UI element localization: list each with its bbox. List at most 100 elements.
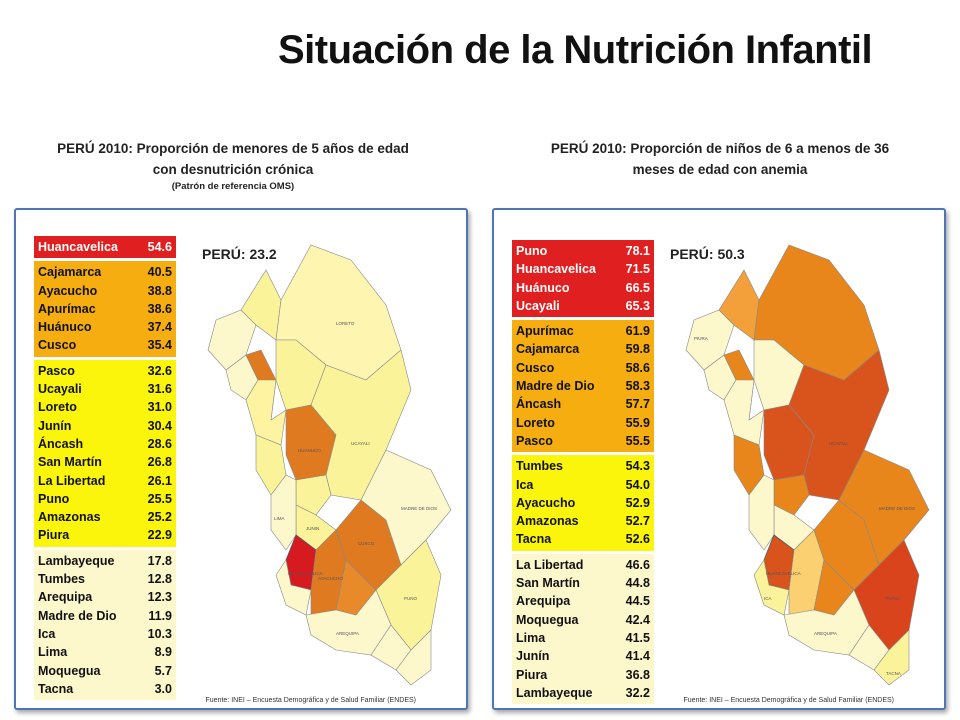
region-name: Pasco (516, 433, 553, 448)
region-value: 44.5 (625, 594, 650, 609)
region-name: Puno (516, 244, 548, 258)
source-note: Fuente: INEI – Encuesta Demográfica y de… (205, 697, 416, 704)
map-label: MADRE DE DIOS (879, 506, 915, 511)
ranking-row: Lima 8.9 (34, 643, 176, 661)
ranking-row: Cajamarca 59.8 (512, 340, 654, 358)
left-heading-text: : Proporción de menores de 5 años de eda… (128, 141, 409, 177)
right-heading: PERÚ 2010: Proporción de niños de 6 a me… (530, 138, 910, 180)
region-value: 31.6 (147, 382, 172, 397)
region-value: 25.5 (147, 491, 172, 506)
region-name: La Libertad (38, 473, 106, 488)
region-name: Ica (38, 626, 56, 641)
region-value: 26.8 (147, 455, 172, 470)
region-name: Huancavelica (516, 262, 596, 277)
region-value: 26.1 (147, 473, 172, 488)
region-value: 46.6 (625, 557, 650, 572)
region-name: Pasco (38, 363, 75, 378)
ranking-row: Tumbes 54.3 (512, 457, 654, 475)
region-name: Lambayeque (516, 685, 593, 700)
region-name: Piura (38, 528, 70, 543)
ranking-row: Moquegua 5.7 (34, 662, 176, 680)
region-value: 35.4 (147, 338, 172, 353)
region-name: Tacna (516, 532, 552, 547)
region-name: Madre de Dio (38, 608, 117, 623)
region-name: Arequipa (38, 590, 93, 605)
ranking-row: Ucayali 65.3 (512, 297, 654, 315)
region-name: La Libertad (516, 557, 584, 572)
region-value: 52.9 (625, 495, 650, 510)
region-value: 32.6 (147, 363, 172, 378)
region-name: Puno (38, 491, 70, 506)
region-value: 54.0 (625, 477, 650, 492)
ranking-group: Cajamarca 40.5 Ayacucho 38.8 Apurímac 38.6 Huá… (34, 261, 176, 357)
region-value: 42.4 (625, 612, 650, 627)
ranking-row: Apurímac 61.9 (512, 322, 654, 340)
ranking-row: Puno 25.5 (34, 490, 176, 508)
region-name: Ayacucho (516, 495, 576, 510)
region-value: 54.6 (147, 240, 172, 254)
ranking-group: Lambayeque 17.8 Tumbes 12.8 Arequipa 12.3 Madr… (34, 549, 176, 701)
region-value: 59.8 (625, 342, 650, 357)
ranking-row: Moquegua 42.4 (512, 611, 654, 629)
region-value: 40.5 (147, 265, 172, 280)
ranking-group: Tumbes 54.3 Ica 54.0 Ayacucho 52.9 Amazonas 52.… (512, 455, 654, 551)
ranking-row: Huánuco 37.4 (34, 318, 176, 336)
ranking-row: Cusco 35.4 (34, 336, 176, 354)
right-heading-bold: PERÚ 2010 (550, 141, 623, 156)
region-name: Madre de Dio (516, 379, 595, 394)
ranking-row: Áncash 57.7 (512, 395, 654, 413)
ranking-row: Arequipa 12.3 (34, 588, 176, 606)
region-value: 58.6 (625, 360, 650, 375)
region-name: Huancavelica (38, 240, 118, 254)
peru-anemia-map: UCAYALI MADRE DE DIOS PUNO HUANCAVELICA … (685, 244, 930, 686)
map-label: HUANCAVELICA (288, 571, 323, 576)
region-tacna (873, 629, 910, 686)
region-value: 52.7 (625, 514, 650, 529)
ranking-row: Amazonas 25.2 (34, 508, 176, 526)
region-name: Ica (516, 477, 534, 492)
region-value: 8.9 (154, 645, 172, 660)
map-label: UCAYALI (829, 441, 848, 446)
region-value: 37.4 (147, 320, 172, 335)
ranking-row: Piura 36.8 (512, 666, 654, 684)
page-title: Situación de la Nutrición Infantil (278, 28, 873, 72)
ranking-row: Madre de Dio 58.3 (512, 377, 654, 395)
map-label: UCAYALI (351, 441, 370, 446)
region-name: Tumbes (516, 459, 563, 474)
region-name: Lima (38, 645, 68, 660)
region-value: 55.5 (625, 433, 650, 448)
region-name: Huánuco (516, 280, 570, 295)
ranking-row: Arequipa 44.5 (512, 592, 654, 610)
map-label: ICA (764, 596, 772, 601)
region-name: Cusco (38, 338, 77, 353)
national-total-anemia: PERÚ: 50.3 (670, 246, 745, 262)
ranking-row: San Martín 44.8 (512, 574, 654, 592)
ranking-row: Ayacucho 52.9 (512, 494, 654, 512)
region-value: 41.4 (625, 649, 650, 664)
left-heading: PERÚ 2010: Proporción de menores de 5 añ… (48, 138, 418, 193)
region-name: Moquegua (516, 612, 579, 627)
ranking-group: Puno 78.1 Huancavelica 71.5 Huánuco 66.5 Ucaya… (512, 240, 654, 318)
region-name: Junín (38, 418, 72, 433)
ranking-row: Lima 41.5 (512, 629, 654, 647)
region-value: 65.3 (625, 298, 650, 313)
map-label: MADRE DE DIOS (401, 506, 437, 511)
ranking-group: Pasco 32.6 Ucayali 31.6 Loreto 31.0 Junín 30.4 Á… (34, 359, 176, 547)
region-name: Ucayali (38, 382, 82, 397)
region-name: Tumbes (38, 572, 85, 587)
ranking-row: Ucayali 31.6 (34, 380, 176, 398)
map-label: HUANUCO (298, 448, 321, 453)
region-value: 25.2 (147, 510, 172, 525)
region-name: Cajamarca (516, 342, 580, 357)
ranking-row: Tacna 52.6 (512, 530, 654, 548)
malnutrition-panel: Huancavelica 54.6 Cajamarca 40.5 Ayacucho 38.… (14, 208, 468, 710)
anemia-table: Puno 78.1 Huancavelica 71.5 Huánuco 66.5 Ucaya… (512, 240, 654, 707)
ranking-group: Huancavelica 54.6 (34, 236, 176, 259)
ranking-row: La Libertad 26.1 (34, 472, 176, 490)
right-heading-text: : Proporción de niños de 6 a menos de 36… (622, 141, 890, 177)
ranking-row: Ica 10.3 (34, 625, 176, 643)
ranking-row: Madre de Dio 11.9 (34, 607, 176, 625)
region-value: 30.4 (147, 418, 172, 433)
region-name: San Martín (516, 576, 580, 591)
map-label: AREQUIPA (336, 631, 359, 636)
